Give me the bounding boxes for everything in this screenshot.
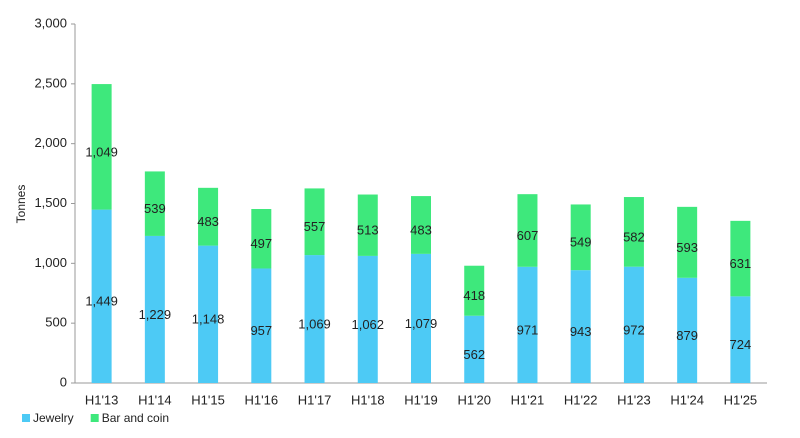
x-tick-label: H1'23 — [617, 392, 651, 407]
bar-segment — [623, 197, 644, 267]
bar-segment — [730, 296, 751, 383]
x-tick-label: H1'17 — [298, 392, 332, 407]
bar-segment — [251, 268, 272, 383]
bar-segment — [517, 194, 538, 267]
y-tick-label: 1,500 — [34, 195, 67, 210]
bar-segment — [623, 266, 644, 383]
legend-swatch — [22, 414, 30, 422]
bar-segment — [570, 270, 591, 383]
data-label: 1,069 — [298, 316, 331, 331]
data-label: 582 — [623, 229, 645, 244]
data-label: 1,049 — [85, 144, 118, 159]
bar-segment — [251, 209, 272, 269]
legend-label: Jewelry — [33, 411, 74, 425]
y-tick-label: 0 — [60, 374, 67, 389]
bar-segment — [357, 194, 378, 256]
bar-segment — [570, 204, 591, 271]
x-tick-label: H1'15 — [191, 392, 225, 407]
bar-segment — [304, 188, 325, 256]
data-label: 593 — [676, 240, 698, 255]
data-label: 1,079 — [405, 316, 438, 331]
bar-segment — [677, 206, 698, 278]
bar-segment — [144, 171, 165, 236]
data-label: 483 — [410, 222, 432, 237]
x-tick-label: H1'21 — [511, 392, 545, 407]
y-tick-label: 2,000 — [34, 135, 67, 150]
x-tick-label: H1'20 — [457, 392, 491, 407]
y-axis-title: Tonnes — [14, 185, 28, 224]
data-label: 557 — [304, 219, 326, 234]
data-label: 562 — [463, 347, 485, 362]
x-tick-label: H1'22 — [564, 392, 598, 407]
data-label: 418 — [463, 288, 485, 303]
x-tick-label: H1'19 — [404, 392, 438, 407]
y-tick-label: 3,000 — [34, 15, 67, 30]
bar-segment — [91, 209, 112, 383]
x-tick-label: H1'25 — [724, 392, 758, 407]
x-tick-label: H1'16 — [245, 392, 279, 407]
bar-segment — [198, 245, 219, 383]
legend-swatch — [90, 414, 99, 422]
y-tick-label: 1,000 — [34, 255, 67, 270]
data-label: 943 — [570, 324, 592, 339]
bar-segment — [91, 84, 112, 210]
bar-segment — [517, 266, 538, 383]
bar-segment — [411, 196, 431, 254]
x-tick-label: H1'14 — [138, 392, 172, 407]
data-label: 1,229 — [139, 307, 172, 322]
bar-segment — [464, 315, 485, 383]
data-label: 549 — [570, 235, 592, 250]
data-label: 957 — [250, 323, 272, 338]
legend-label: Bar and coin — [102, 411, 169, 425]
bar-segment — [198, 187, 219, 246]
bar-segment — [677, 277, 698, 383]
x-tick-label: H1'18 — [351, 392, 385, 407]
data-label: 724 — [730, 337, 752, 352]
data-label: 539 — [144, 201, 166, 216]
data-label: 1,449 — [85, 294, 118, 309]
data-label: 497 — [250, 236, 272, 251]
data-label: 879 — [676, 328, 698, 343]
bar-segment — [357, 255, 378, 383]
data-label: 607 — [517, 228, 539, 243]
bar-segment — [304, 255, 325, 383]
data-label: 1,062 — [351, 317, 384, 332]
bar-segment — [730, 220, 751, 297]
x-tick-label: H1'24 — [670, 392, 704, 407]
y-tick-label: 500 — [45, 315, 67, 330]
y-tick-label: 2,500 — [34, 75, 67, 90]
data-label: 631 — [730, 256, 752, 271]
data-label: 513 — [357, 223, 379, 238]
data-label: 972 — [623, 322, 645, 337]
data-label: 483 — [197, 214, 219, 229]
data-label: 1,148 — [192, 312, 225, 327]
data-label: 971 — [517, 322, 539, 337]
bar-segment — [464, 265, 485, 316]
x-tick-label: H1'13 — [85, 392, 119, 407]
bar-segment — [411, 253, 431, 383]
bar-segment — [144, 235, 165, 383]
